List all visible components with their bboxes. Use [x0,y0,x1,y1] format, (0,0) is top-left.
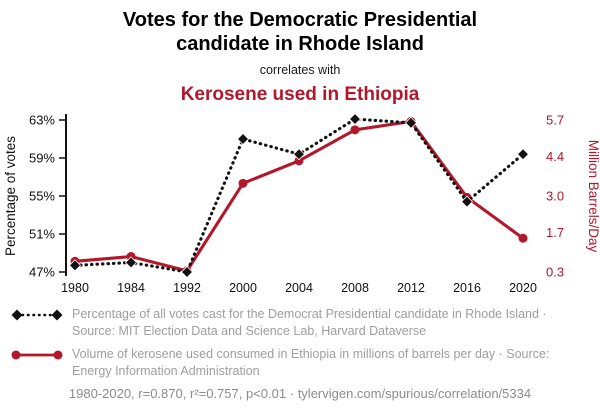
footer-separator: · [289,386,295,401]
source-url-text: tylervigen.com/spurious/correlation/5334 [297,386,532,401]
legend-label-kerosene: Volume of kerosene used consumed in Ethi… [72,347,550,378]
svg-text:Million Barrels/Day: Million Barrels/Day [586,140,600,253]
legend-item-democrat-votes: Percentage of all votes cast for the Dem… [10,306,590,339]
svg-text:2012: 2012 [397,281,425,295]
svg-text:1984: 1984 [117,281,145,295]
black-dotted-diamond-line-icon [11,309,63,321]
svg-text:51%: 51% [29,227,55,242]
svg-text:63%: 63% [29,113,55,128]
chart-header: Votes for the Democratic Presidential ca… [0,0,600,106]
legend-label-democrat-votes: Percentage of all votes cast for the Dem… [72,307,547,338]
legend-item-kerosene: Volume of kerosene used consumed in Ethi… [10,346,590,379]
svg-text:4.4: 4.4 [546,149,564,164]
svg-text:1.7: 1.7 [546,225,564,240]
chart-title-line-2: candidate in Rhode Island [176,33,424,55]
svg-text:0.3: 0.3 [546,265,564,280]
svg-text:1992: 1992 [173,281,201,295]
svg-text:2004: 2004 [285,281,313,295]
chart-title-line-1: Votes for the Democratic Presidential [122,9,478,31]
svg-text:2000: 2000 [229,281,257,295]
svg-text:5.7: 5.7 [546,113,564,128]
svg-text:55%: 55% [29,189,55,204]
svg-text:59%: 59% [29,151,55,166]
svg-text:1980: 1980 [61,281,89,295]
svg-text:2008: 2008 [341,281,369,295]
chart-subtitle: Kerosene used in Ethiopia [180,84,420,105]
svg-text:47%: 47% [29,265,55,280]
svg-text:2020: 2020 [509,281,537,295]
svg-text:2016: 2016 [453,281,481,295]
svg-text:3.0: 3.0 [546,189,564,204]
chart-footer: 1980-2020, r=0.870, r²=0.757, p<0.01 · t… [0,386,600,401]
stats-text: 1980-2020, r=0.870, r²=0.757, p<0.01 [68,386,287,401]
red-solid-circle-line-icon [11,350,63,360]
correlates-with-text: correlates with [259,63,341,77]
correlation-line-chart: 63% 59% 55% 51% 47% 5.7 4.4 3.0 1.7 0.3 1980 1984 19… [3,113,600,296]
chart-legend: Percentage of all votes cast for the Dem… [10,306,590,379]
svg-text:Percentage of votes: Percentage of votes [3,136,18,256]
